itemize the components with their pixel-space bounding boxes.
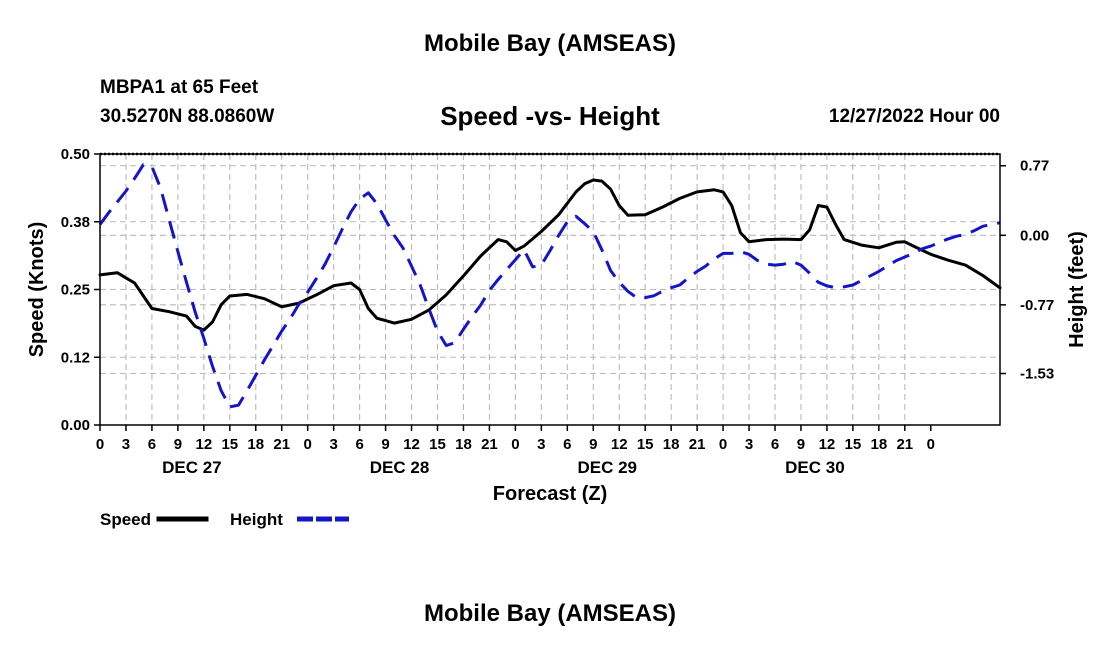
x-tick-label: 15 <box>637 436 654 453</box>
x-tick-label: 9 <box>381 436 389 453</box>
y-right-axis-title: Height (feet) <box>1066 231 1088 348</box>
date-label: DEC 29 <box>577 458 637 477</box>
x-tick-label: 6 <box>563 436 571 453</box>
x-tick-label: 21 <box>481 436 498 453</box>
x-tick-label: 21 <box>896 436 913 453</box>
axis-labels: 0 3 6 9 12 15 18 21 0 3 6 9 12 15 18 21 0 3 6 9 12 15 18 21 0 3 6 9… <box>26 146 1088 505</box>
date-label: DEC 27 <box>162 458 222 477</box>
x-tick-label: 3 <box>329 436 337 453</box>
y-right-tick-label: -0.77 <box>1020 297 1054 314</box>
page-title-repeat: Mobile Bay (AMSEAS) <box>423 600 677 627</box>
x-tick-label: 0 <box>511 436 519 453</box>
station-label: MBPA1 at 65 Feet <box>100 77 259 98</box>
forecast-datetime: 12/27/2022 Hour 00 <box>828 106 1000 127</box>
legend-label-height: Height <box>230 510 283 529</box>
y-left-axis-title: Speed (Knots) <box>26 222 48 358</box>
x-tick-label: 18 <box>455 436 472 453</box>
x-tick-label: 0 <box>304 436 312 453</box>
legend-label-speed: Speed <box>100 510 151 529</box>
x-tick-label: 9 <box>797 436 805 453</box>
x-tick-label: 12 <box>403 436 420 453</box>
x-tick-label: 12 <box>611 436 628 453</box>
x-tick-label: 21 <box>689 436 706 453</box>
x-tick-label: 12 <box>196 436 213 453</box>
x-tick-label: 0 <box>719 436 727 453</box>
coordinates-label: 30.5270N 88.0860W <box>100 106 275 127</box>
y-right-tick-label: 0.77 <box>1020 158 1049 175</box>
x-axis-title: Forecast (Z) <box>493 483 607 505</box>
x-tick-label: 6 <box>355 436 363 453</box>
x-tick-label: 9 <box>174 436 182 453</box>
x-tick-label: 18 <box>871 436 888 453</box>
axes <box>94 152 1006 431</box>
legend: Speed Height <box>100 510 349 529</box>
x-tick-label: 9 <box>589 436 597 453</box>
x-tick-label: 0 <box>927 436 935 453</box>
y-left-tick-label: 0.25 <box>61 282 90 299</box>
y-right-tick-label: 0.00 <box>1020 227 1049 244</box>
x-tick-label: 0 <box>96 436 104 453</box>
y-left-tick-label: 0.38 <box>61 214 90 231</box>
series-line-height <box>98 163 1001 409</box>
grid <box>100 154 1000 425</box>
y-left-tick-label: 0.50 <box>61 146 90 163</box>
page-title: Mobile Bay (AMSEAS) <box>423 30 677 57</box>
x-tick-label: 15 <box>429 436 446 453</box>
y-left-tick-label: 0.00 <box>61 417 90 434</box>
series-layer <box>98 163 1002 409</box>
x-tick-label: 3 <box>122 436 130 453</box>
date-label: DEC 30 <box>785 458 845 477</box>
x-tick-label: 3 <box>745 436 753 453</box>
x-tick-label: 15 <box>845 436 862 453</box>
x-tick-label: 18 <box>247 436 264 453</box>
x-tick-label: 21 <box>273 436 290 453</box>
x-tick-label: 18 <box>663 436 680 453</box>
chart-title: Speed -vs- Height <box>440 101 660 131</box>
date-label: DEC 28 <box>370 458 430 477</box>
x-tick-label: 3 <box>537 436 545 453</box>
y-left-tick-label: 0.12 <box>61 349 90 366</box>
y-right-tick-label: -1.53 <box>1020 366 1054 383</box>
x-tick-label: 12 <box>819 436 836 453</box>
x-tick-label: 6 <box>771 436 779 453</box>
series-line-speed <box>98 178 1002 332</box>
x-tick-label: 6 <box>148 436 156 453</box>
x-tick-label: 15 <box>221 436 238 453</box>
